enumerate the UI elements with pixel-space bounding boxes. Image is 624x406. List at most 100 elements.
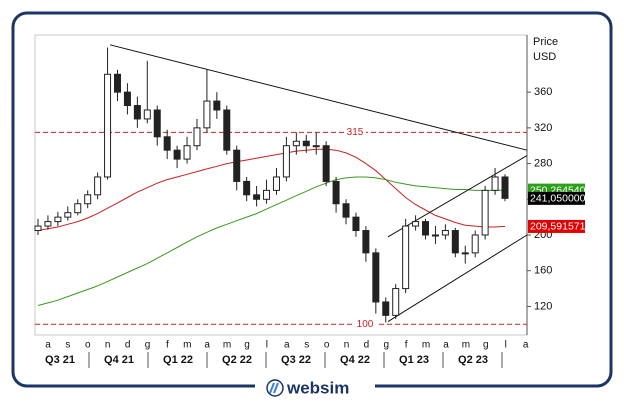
month-label: a [284,340,290,351]
candle-body [471,234,479,254]
candle-body [113,73,121,93]
candle-body [342,203,350,218]
candle-body [94,176,102,196]
candle-body [253,194,261,200]
month-label: a [523,340,529,351]
candle-body [193,127,201,147]
candle-body [501,176,509,199]
candle-body [233,149,241,182]
candle-body [133,105,141,120]
month-label: d [364,340,370,351]
month-label: o [85,340,91,351]
candle-body [402,225,410,290]
candle-body [54,216,62,223]
candle-body [143,109,151,120]
footer-bg [255,377,375,399]
candle-body [34,225,42,232]
last-value-label: 209,591571 [530,221,586,233]
month-label: g [145,340,151,351]
quarter-label: Q2 23 [458,354,488,366]
level-label: 100 [357,319,374,330]
candle-body [123,91,131,107]
candle-body [292,140,300,147]
candle-body [183,145,191,160]
candle-body [282,145,290,178]
candle-body [372,252,380,303]
candle-body [362,230,370,254]
month-label: l [266,340,268,351]
quarter-label: Q4 22 [340,354,370,366]
candle-body [74,203,82,214]
last-value-box [528,219,585,233]
month-label: s [304,340,309,351]
footer-text: websim [286,378,349,397]
candle-body [203,100,211,129]
trendline [109,44,528,151]
y-tick-label: 160 [534,265,552,277]
month-label: n [344,340,350,351]
level-label: 315 [347,127,364,138]
candle-body [352,216,360,232]
moving-average [37,176,506,306]
quarter-label: Q2 22 [222,354,252,366]
candle-body [382,301,390,316]
month-label: n [105,340,111,351]
y-tick-label: 320 [534,122,552,134]
month-label: m [223,340,231,351]
candle-body [392,288,400,316]
footer-logo [266,379,284,397]
month-label: m [422,340,430,351]
candle-body [44,221,52,227]
last-value-box [528,191,585,205]
candle-body [312,145,320,148]
candle-body [64,212,72,218]
currency-label: USD [533,51,556,63]
candle-body [302,140,310,147]
candle-body [412,221,420,227]
month-label: a [45,340,51,351]
candle-body [461,252,469,255]
quarter-label: Q1 23 [399,354,429,366]
y-tick-label: 360 [534,86,552,98]
month-label: g [483,340,489,351]
month-label: f [166,340,169,351]
month-label: m [462,340,470,351]
candle-body [163,136,171,151]
candle-body [422,221,430,236]
level-label-bg [354,318,376,331]
quarter-label: Q3 21 [45,354,75,366]
candle-body [322,145,330,182]
month-label: o [324,340,330,351]
level-label-bg [344,126,366,139]
candle-body [431,234,439,237]
candle-body [332,180,340,205]
quarter-label: Q4 21 [104,354,134,366]
candle-body [481,189,489,236]
quarter-label: Q1 22 [163,354,193,366]
moving-average [37,148,506,231]
candle-body [263,189,271,200]
y-tick-label: 120 [534,300,552,312]
month-label: f [405,340,408,351]
candle-body [153,109,161,138]
month-label: d [125,340,131,351]
candle-body [451,230,459,254]
last-value-label: 241,050000 [530,193,586,205]
candle-body [491,176,499,191]
candle-body [173,149,181,160]
candle-body [84,194,92,205]
price-label: Price [533,36,558,48]
candle-body [243,180,251,196]
month-label: a [204,340,210,351]
quarter-label: Q3 22 [281,354,311,366]
month-label: g [244,340,250,351]
candle-body [441,230,449,236]
candle-body [272,176,280,191]
month-label: g [384,340,390,351]
month-label: m [183,340,191,351]
trendline [387,234,528,323]
month-label: l [505,340,507,351]
candle-body [213,100,221,111]
trendline [387,155,528,238]
